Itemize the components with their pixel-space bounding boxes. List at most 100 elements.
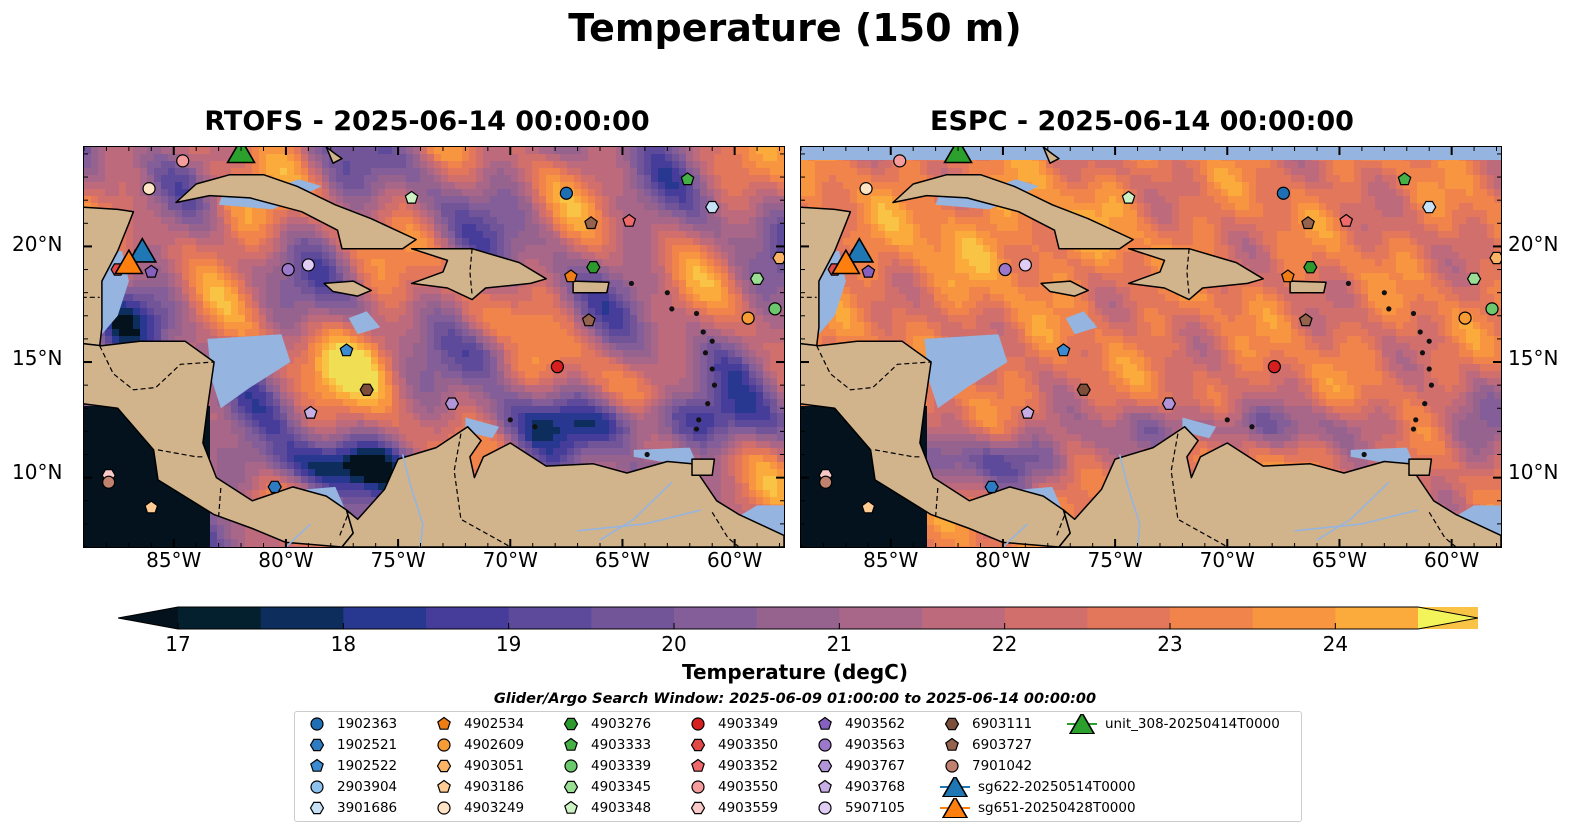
marker-4902609[interactable]	[741, 311, 755, 325]
marker-4903276[interactable]	[586, 260, 601, 274]
marker-1902363[interactable]	[1276, 186, 1290, 200]
river-0	[1118, 454, 1141, 547]
legend-marker-hexagon[interactable]	[436, 759, 452, 773]
legend-marker-circle[interactable]	[564, 759, 578, 773]
marker-4903339[interactable]	[768, 302, 782, 316]
marker-1902363[interactable]	[559, 186, 573, 200]
legend-marker-circle[interactable]	[691, 780, 705, 794]
marker-6903727[interactable]	[581, 313, 596, 327]
marker-4903276[interactable]	[1303, 260, 1318, 274]
legend-marker-circle[interactable]	[818, 801, 832, 815]
legend-marker-circle[interactable]	[310, 780, 324, 794]
legend-marker-circle[interactable]	[310, 717, 324, 731]
marker-4903349[interactable]	[550, 360, 564, 374]
legend-marker-pentagon[interactable]	[691, 758, 705, 772]
legend-marker-hexagon[interactable]	[690, 738, 706, 752]
marker-4903767[interactable]	[444, 397, 460, 410]
marker-4903550[interactable]	[176, 154, 190, 168]
legend-marker-pentagon[interactable]	[437, 779, 451, 793]
marker-7901042[interactable]	[102, 475, 116, 489]
legend-marker-hexagon[interactable]	[563, 780, 579, 794]
marker-4903339[interactable]	[1485, 302, 1499, 316]
legend-marker-hexagon[interactable]	[563, 717, 579, 731]
marker-4903563[interactable]	[998, 262, 1012, 277]
legend-marker-hexagon[interactable]	[690, 801, 706, 815]
legend-marker-triangle[interactable]	[941, 777, 969, 797]
marker-4903562[interactable]	[144, 264, 159, 278]
legend-swatch	[818, 779, 832, 793]
legend-marker-triangle[interactable]	[1068, 714, 1096, 734]
marker-5907105[interactable]	[301, 258, 315, 272]
marker-4903345[interactable]	[749, 272, 765, 285]
marker-4903186[interactable]	[861, 500, 876, 514]
legend-marker-circle[interactable]	[818, 738, 832, 752]
marker-6903727[interactable]	[1301, 216, 1315, 230]
marker-3901686[interactable]	[705, 200, 720, 214]
legend-marker-hexagon[interactable]	[309, 738, 325, 752]
legend-marker-circle[interactable]	[945, 759, 959, 773]
marker-1902521[interactable]	[267, 480, 282, 494]
marker-4903349[interactable]	[1267, 360, 1281, 374]
legend-marker-hexagon[interactable]	[309, 801, 325, 815]
map-panel-espc[interactable]	[800, 146, 1502, 548]
marker-4903563[interactable]	[281, 262, 295, 277]
marker-4903348[interactable]	[1121, 190, 1136, 204]
map-panel-rtofs[interactable]	[83, 146, 785, 548]
marker-4903348[interactable]	[404, 190, 419, 204]
marker-unit_308-20250414T0000[interactable]	[943, 147, 973, 164]
legend-item-2903904: 2903904	[305, 777, 397, 797]
legend-marker-pentagon[interactable]	[945, 737, 959, 751]
marker-unit_308-20250414T0000[interactable]	[226, 147, 256, 164]
marker-1902522[interactable]	[339, 343, 354, 357]
marker-6903727[interactable]	[1298, 313, 1313, 327]
marker-6903111[interactable]	[359, 383, 374, 396]
marker-4903186[interactable]	[144, 500, 159, 514]
marker-6903111[interactable]	[1076, 383, 1091, 396]
legend-marker-hexagon[interactable]	[944, 717, 960, 731]
legend-swatch	[436, 759, 452, 773]
marker-4903768[interactable]	[1020, 405, 1035, 419]
marker-3901686[interactable]	[1422, 200, 1437, 214]
marker-4903249[interactable]	[859, 182, 873, 196]
legend-marker-pentagon[interactable]	[564, 800, 578, 814]
legend-marker-hexagon[interactable]	[817, 759, 833, 773]
marker-4903249[interactable]	[142, 182, 156, 196]
marker-4903051[interactable]	[772, 251, 784, 265]
marker-4903352[interactable]	[622, 213, 637, 227]
marker-4903768[interactable]	[303, 405, 318, 419]
legend-marker-triangle[interactable]	[941, 798, 969, 818]
marker-6903727[interactable]	[584, 216, 598, 230]
marker-4903767[interactable]	[1161, 397, 1177, 410]
legend-marker-circle[interactable]	[691, 717, 705, 731]
marker-sg622-20250514T0000[interactable]	[127, 236, 158, 263]
marker-sg651-20250428T0000[interactable]	[831, 248, 861, 275]
island-2	[709, 338, 715, 344]
marker-1902521[interactable]	[984, 480, 999, 494]
legend-marker-pentagon[interactable]	[818, 716, 832, 730]
legend-marker-circle[interactable]	[437, 801, 451, 815]
marker-5907105[interactable]	[1018, 258, 1032, 272]
marker-4903352[interactable]	[1339, 213, 1354, 227]
marker-sg651-20250428T0000[interactable]	[114, 248, 144, 275]
marker-4903051[interactable]	[1489, 251, 1501, 265]
marker-4903562[interactable]	[861, 264, 876, 278]
legend-marker-pentagon[interactable]	[437, 716, 451, 730]
marker-sg622-20250514T0000[interactable]	[844, 236, 875, 263]
island-8	[1410, 426, 1417, 432]
marker-4903345[interactable]	[1466, 272, 1482, 285]
legend-item-4903339: 4903339	[559, 756, 651, 776]
marker-7901042[interactable]	[819, 475, 833, 489]
legend-marker-pentagon[interactable]	[818, 779, 832, 793]
legend-marker-pentagon[interactable]	[564, 737, 578, 751]
legend-label: 4903051	[464, 758, 525, 774]
marker-4903333[interactable]	[680, 172, 695, 186]
marker-1902522[interactable]	[1056, 343, 1071, 357]
legend-marker-pentagon[interactable]	[310, 758, 324, 772]
river-1	[577, 509, 702, 532]
marker-4903333[interactable]	[1397, 172, 1412, 186]
marker-4903550[interactable]	[893, 154, 907, 168]
legend-marker-circle[interactable]	[437, 738, 451, 752]
marker-4902609[interactable]	[1458, 311, 1472, 325]
marker-4902534[interactable]	[563, 269, 578, 283]
marker-4902534[interactable]	[1280, 269, 1295, 283]
